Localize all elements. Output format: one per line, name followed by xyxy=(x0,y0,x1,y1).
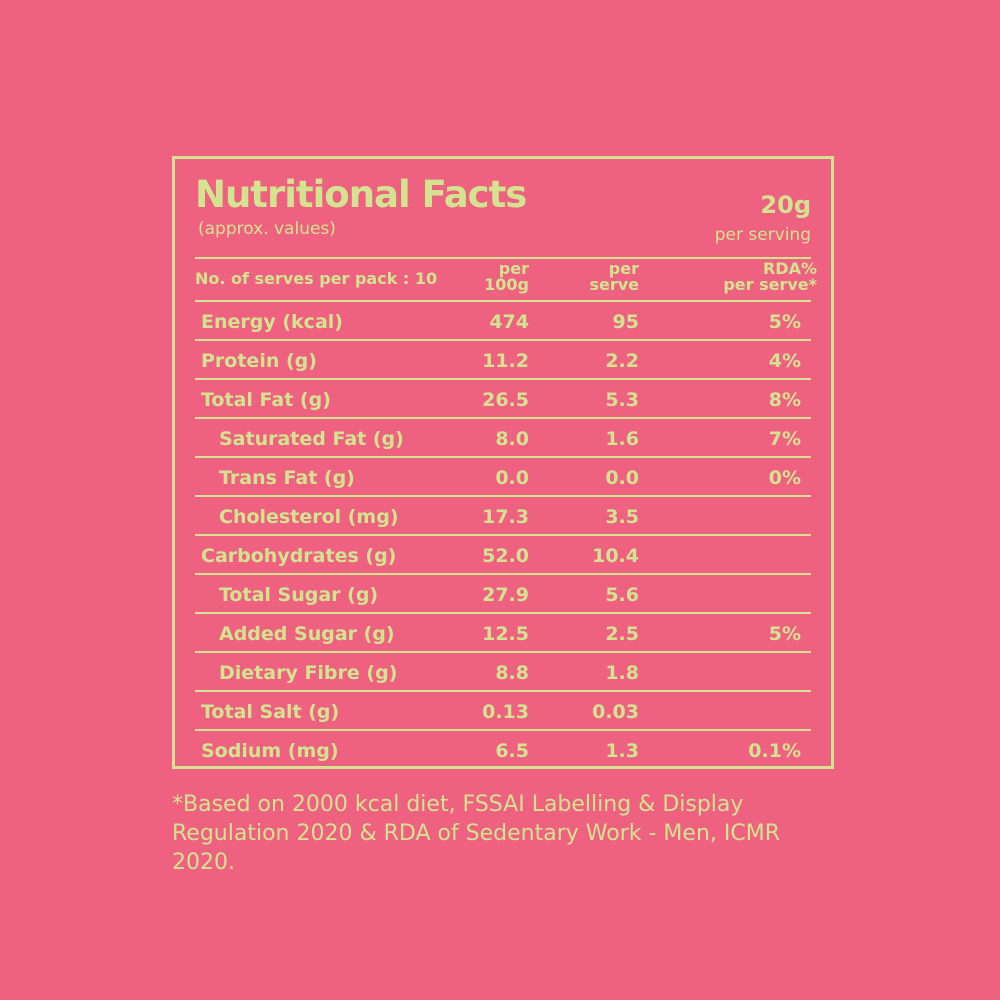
value-per-100g: 0.13 xyxy=(482,701,529,723)
nutrient-label: Total Salt (g) xyxy=(201,701,340,723)
nutrient-label: Added Sugar (g) xyxy=(219,623,395,645)
table-row: Cholesterol (mg) 17.3 3.5 xyxy=(195,495,811,534)
column-rda: RDA% per serve* xyxy=(723,261,817,293)
nutrient-label: Cholesterol (mg) xyxy=(219,506,399,528)
value-per-100g: 12.5 xyxy=(482,623,529,645)
serves-per-pack: No. of serves per pack : 10 xyxy=(195,269,438,288)
table-row: Energy (kcal) 474 95 5% xyxy=(195,300,811,339)
panel-subtitle: (approx. values) xyxy=(198,219,336,239)
nutrient-label: Total Sugar (g) xyxy=(219,584,379,606)
column-per-serve-line2: serve xyxy=(589,275,639,294)
value-per-serve: 95 xyxy=(612,311,639,333)
column-per-100g-line1: per xyxy=(498,259,529,278)
value-per-serve: 3.5 xyxy=(605,506,639,528)
serving-size: 20g xyxy=(760,191,811,219)
nutrient-table: Energy (kcal) 474 95 5% Protein (g) 11.2 2.2 4%… xyxy=(195,300,811,768)
panel-title: Nutritional Facts xyxy=(195,173,527,216)
value-per-100g: 8.8 xyxy=(495,662,529,684)
table-row: Total Fat (g) 26.5 5.3 8% xyxy=(195,378,811,417)
value-rda: 8% xyxy=(768,389,801,411)
value-per-serve: 1.6 xyxy=(605,428,639,450)
nutrient-label: Saturated Fat (g) xyxy=(219,428,404,450)
nutrient-label: Energy (kcal) xyxy=(201,311,343,333)
nutrient-label: Sodium (mg) xyxy=(201,740,339,762)
nutrient-label: Protein (g) xyxy=(201,350,317,372)
table-row: Sodium (mg) 6.5 1.3 0.1% xyxy=(195,729,811,768)
nutrient-label: Dietary Fibre (g) xyxy=(219,662,398,684)
table-row: Added Sugar (g) 12.5 2.5 5% xyxy=(195,612,811,651)
value-per-serve: 0.03 xyxy=(592,701,639,723)
value-per-100g: 27.9 xyxy=(482,584,529,606)
value-per-100g: 52.0 xyxy=(482,545,529,567)
value-per-serve: 1.3 xyxy=(605,740,639,762)
column-per-serve-line1: per xyxy=(608,259,639,278)
value-per-serve: 5.3 xyxy=(605,389,639,411)
nutrient-label: Total Fat (g) xyxy=(201,389,331,411)
nutrition-facts-panel: Nutritional Facts (approx. values) 20g p… xyxy=(172,156,834,769)
value-per-100g: 17.3 xyxy=(482,506,529,528)
column-per-serve: per serve xyxy=(547,261,639,293)
value-per-serve: 2.2 xyxy=(605,350,639,372)
table-row: Saturated Fat (g) 8.0 1.6 7% xyxy=(195,417,811,456)
header-divider xyxy=(195,257,811,259)
value-rda: 4% xyxy=(768,350,801,372)
value-per-serve: 1.8 xyxy=(605,662,639,684)
value-per-100g: 26.5 xyxy=(482,389,529,411)
value-rda: 5% xyxy=(768,623,801,645)
value-rda: 0.1% xyxy=(748,740,801,762)
column-rda-line1: RDA% xyxy=(762,259,817,278)
value-per-100g: 474 xyxy=(489,311,529,333)
table-row: Total Salt (g) 0.13 0.03 xyxy=(195,690,811,729)
column-per-100g-line2: 100g xyxy=(484,275,529,294)
nutrient-label: Trans Fat (g) xyxy=(219,467,355,489)
table-row: Protein (g) 11.2 2.2 4% xyxy=(195,339,811,378)
value-rda: 0% xyxy=(768,467,801,489)
value-per-serve: 0.0 xyxy=(605,467,639,489)
column-per-100g: per 100g xyxy=(445,261,529,293)
table-row: Dietary Fibre (g) 8.8 1.8 xyxy=(195,651,811,690)
nutrient-label: Carbohydrates (g) xyxy=(201,545,397,567)
value-per-serve: 2.5 xyxy=(605,623,639,645)
serving-label: per serving xyxy=(714,225,811,245)
value-per-serve: 5.6 xyxy=(605,584,639,606)
value-per-100g: 0.0 xyxy=(495,467,529,489)
value-per-100g: 8.0 xyxy=(495,428,529,450)
value-rda: 7% xyxy=(768,428,801,450)
table-row: Trans Fat (g) 0.0 0.0 0% xyxy=(195,456,811,495)
value-per-100g: 11.2 xyxy=(482,350,529,372)
value-per-100g: 6.5 xyxy=(495,740,529,762)
table-row: Total Sugar (g) 27.9 5.6 xyxy=(195,573,811,612)
table-row: Carbohydrates (g) 52.0 10.4 xyxy=(195,534,811,573)
value-rda: 5% xyxy=(768,311,801,333)
value-per-serve: 10.4 xyxy=(592,545,639,567)
footnote: *Based on 2000 kcal diet, FSSAI Labellin… xyxy=(172,792,780,875)
column-rda-line2: per serve* xyxy=(723,275,817,294)
